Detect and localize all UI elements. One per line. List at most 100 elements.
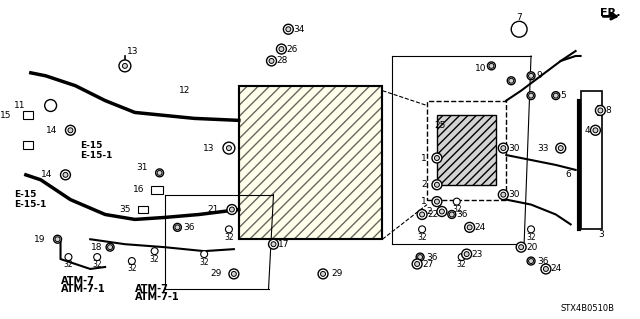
Text: 36: 36 bbox=[426, 253, 438, 262]
Text: 17: 17 bbox=[278, 240, 290, 249]
Text: 32: 32 bbox=[457, 261, 467, 270]
Text: ATM-7-1: ATM-7-1 bbox=[135, 292, 179, 302]
Text: FR.: FR. bbox=[600, 8, 621, 19]
Text: 32: 32 bbox=[127, 264, 137, 273]
Circle shape bbox=[541, 264, 551, 274]
Circle shape bbox=[267, 56, 276, 66]
Text: STX4B0510B: STX4B0510B bbox=[561, 304, 615, 313]
Circle shape bbox=[432, 153, 442, 163]
Text: 14: 14 bbox=[41, 170, 52, 179]
Circle shape bbox=[122, 63, 127, 68]
Text: 35: 35 bbox=[119, 205, 131, 214]
Text: 24: 24 bbox=[475, 223, 486, 232]
Circle shape bbox=[321, 271, 326, 276]
Circle shape bbox=[201, 251, 207, 257]
Text: 28: 28 bbox=[276, 56, 288, 65]
Circle shape bbox=[527, 226, 534, 233]
Circle shape bbox=[440, 209, 444, 214]
Circle shape bbox=[527, 257, 535, 265]
Circle shape bbox=[501, 192, 506, 197]
Text: 19: 19 bbox=[34, 235, 45, 244]
Bar bbox=[23, 141, 33, 149]
Text: 32: 32 bbox=[150, 255, 159, 263]
Circle shape bbox=[129, 257, 135, 264]
Circle shape bbox=[453, 198, 460, 205]
Circle shape bbox=[65, 125, 76, 135]
Circle shape bbox=[419, 226, 426, 233]
Circle shape bbox=[318, 269, 328, 279]
Circle shape bbox=[489, 63, 494, 68]
Circle shape bbox=[175, 225, 180, 230]
Text: 23: 23 bbox=[472, 249, 483, 259]
Circle shape bbox=[108, 245, 113, 250]
Text: 9: 9 bbox=[536, 71, 541, 80]
Text: 32: 32 bbox=[526, 233, 536, 242]
Bar bbox=[23, 111, 33, 119]
Circle shape bbox=[412, 259, 422, 269]
Bar bbox=[150, 186, 163, 194]
Text: 10: 10 bbox=[475, 64, 486, 73]
Circle shape bbox=[529, 73, 534, 78]
Circle shape bbox=[284, 24, 293, 34]
Circle shape bbox=[448, 211, 456, 219]
Circle shape bbox=[225, 226, 232, 233]
Text: 5: 5 bbox=[561, 91, 566, 100]
Circle shape bbox=[516, 242, 526, 252]
Circle shape bbox=[461, 249, 472, 259]
Text: E-15-1: E-15-1 bbox=[81, 151, 113, 160]
Circle shape bbox=[269, 58, 274, 63]
Circle shape bbox=[556, 143, 566, 153]
Text: 12: 12 bbox=[179, 86, 191, 95]
Text: 22: 22 bbox=[427, 210, 438, 219]
Circle shape bbox=[227, 146, 232, 151]
Bar bbox=[239, 86, 383, 239]
Text: 13: 13 bbox=[127, 47, 138, 56]
Circle shape bbox=[232, 271, 236, 276]
Text: 21: 21 bbox=[207, 205, 219, 214]
Circle shape bbox=[63, 172, 68, 177]
Text: E-15-1: E-15-1 bbox=[14, 200, 46, 209]
Circle shape bbox=[229, 269, 239, 279]
Text: 6: 6 bbox=[566, 170, 572, 179]
Text: 16: 16 bbox=[133, 185, 145, 194]
Text: ATM-7-1: ATM-7-1 bbox=[61, 284, 105, 294]
Circle shape bbox=[54, 235, 61, 243]
Text: 18: 18 bbox=[91, 243, 102, 252]
Text: 25: 25 bbox=[434, 121, 445, 130]
Text: 15: 15 bbox=[0, 111, 11, 120]
Circle shape bbox=[227, 204, 237, 214]
Text: 8: 8 bbox=[605, 106, 611, 115]
Circle shape bbox=[65, 254, 72, 261]
Circle shape bbox=[435, 199, 440, 204]
Circle shape bbox=[229, 207, 234, 212]
Text: 32: 32 bbox=[224, 233, 234, 242]
Text: 33: 33 bbox=[538, 144, 549, 152]
Circle shape bbox=[156, 169, 164, 177]
Circle shape bbox=[68, 128, 73, 133]
Text: 4: 4 bbox=[585, 126, 591, 135]
Bar bbox=[138, 206, 148, 213]
Text: 32: 32 bbox=[199, 257, 209, 266]
Circle shape bbox=[511, 21, 527, 37]
Text: E-15: E-15 bbox=[14, 190, 36, 199]
Text: E-15: E-15 bbox=[81, 141, 102, 150]
Circle shape bbox=[435, 156, 440, 160]
Circle shape bbox=[276, 44, 286, 54]
Circle shape bbox=[93, 254, 100, 261]
Text: 36: 36 bbox=[537, 256, 548, 265]
Circle shape bbox=[527, 92, 535, 100]
Circle shape bbox=[488, 62, 495, 70]
Circle shape bbox=[435, 182, 440, 187]
Text: 32: 32 bbox=[63, 261, 73, 270]
Circle shape bbox=[157, 170, 162, 175]
Circle shape bbox=[449, 212, 454, 217]
Text: 29: 29 bbox=[211, 270, 222, 278]
Text: 31: 31 bbox=[136, 163, 148, 173]
Circle shape bbox=[552, 92, 560, 100]
Circle shape bbox=[508, 77, 515, 85]
Text: ATM-7: ATM-7 bbox=[61, 276, 95, 286]
Text: 27: 27 bbox=[422, 259, 433, 269]
Circle shape bbox=[437, 206, 447, 217]
Text: 32: 32 bbox=[417, 233, 427, 242]
Text: 30: 30 bbox=[508, 144, 520, 152]
